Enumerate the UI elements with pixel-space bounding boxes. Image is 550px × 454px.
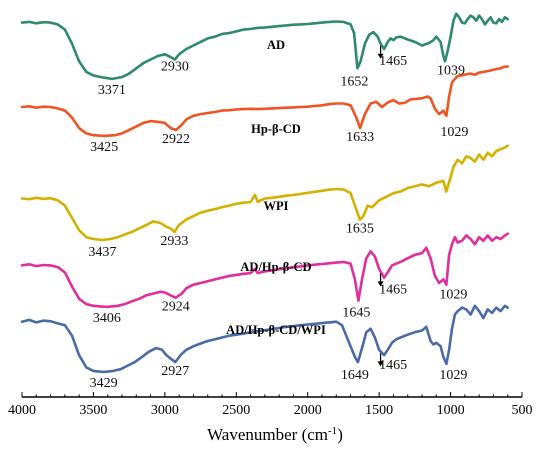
series-label: AD/Hp-β-CD/WPI [226,323,326,337]
peak-label: 2930 [161,60,189,75]
x-tick-label: 3000 [151,403,179,418]
series-line [20,65,509,138]
series-label: AD/Hp-β-CD [240,260,311,274]
peak-label: 2924 [162,300,190,315]
peak-label: 1465 [379,283,407,298]
annotation-layer: 3371 2930 1652 1465 1039 3425 2922 1633 1029 3437… [88,54,468,391]
series-line [20,232,509,309]
arrow-head [377,361,384,367]
peak-label: 2927 [161,364,189,379]
peak-label: 2933 [160,234,188,249]
x-tick-label: 1000 [437,403,465,418]
x-tick-label: 2500 [222,403,250,418]
peak-label: 1465 [379,54,407,69]
peak-label: 1635 [346,222,374,237]
peak-label: 1029 [439,288,467,303]
x-tick-label: 3500 [79,403,107,418]
peak-label: 1649 [341,368,369,383]
x-tick-label: 4000 [8,403,36,418]
peak-label: 1652 [340,74,368,89]
series-line [20,304,509,374]
peak-label: 1039 [437,63,465,78]
x-tick-label: 1500 [365,403,393,418]
peak-label: 3429 [90,376,118,391]
x-axis: 4000 3500 3000 2500 2000 1500 1000 500 [8,392,533,418]
peak-label: 3437 [88,245,116,260]
arrow-head [377,53,384,59]
peak-label: 3425 [90,140,118,155]
peak-label: 1465 [379,358,407,373]
peak-label: 1633 [346,130,374,145]
peak-label: 1645 [342,306,370,321]
series-label-layer: AD Hp-β-CD WPI AD/Hp-β-CD AD/Hp-β-CD/WPI [226,38,326,337]
x-tick-label: 500 [512,403,533,418]
series-label: AD [267,38,285,52]
peak-label: 1029 [440,125,468,140]
series-label: Hp-β-CD [251,122,301,136]
series-line [20,12,509,81]
arrow-layer [377,45,384,367]
peak-label: 3406 [93,311,121,326]
peak-label: 1029 [439,368,467,383]
series-layer [20,12,509,374]
peak-label: 3371 [98,83,126,98]
arrow-head [377,281,384,287]
x-tick-label: 2000 [294,403,322,418]
series-label: WPI [264,199,289,213]
peak-label: 2922 [162,132,190,147]
x-axis-label: Wavenumber (cm-1) [207,425,343,444]
series-line [20,144,509,242]
